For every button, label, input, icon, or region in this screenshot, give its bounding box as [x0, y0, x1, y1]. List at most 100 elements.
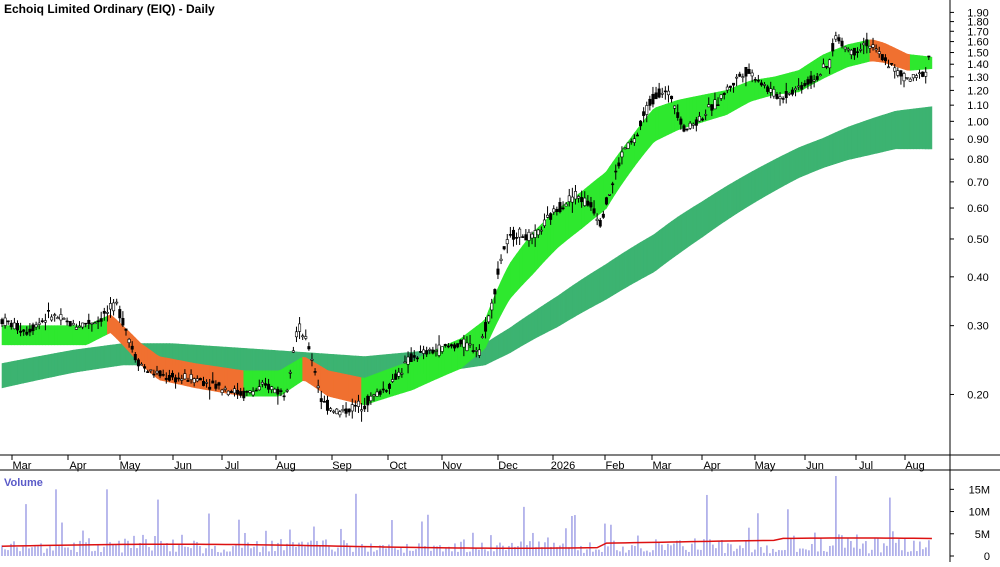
band-segment: [897, 110, 902, 150]
band-segment: [51, 325, 55, 346]
candle-body: [257, 386, 261, 391]
time-tick-label: Aug: [905, 460, 925, 472]
candle-body: [846, 48, 850, 51]
candle-body: [158, 370, 162, 377]
time-tick-label: Jun: [806, 460, 824, 472]
candle-body: [738, 73, 742, 77]
candle-body: [663, 90, 667, 93]
volume-bar: [370, 543, 372, 556]
volume-bar: [46, 548, 48, 556]
candle-body: [639, 120, 643, 127]
volume-bar: [652, 550, 654, 556]
candle-body: [657, 88, 661, 98]
candle-body: [682, 125, 686, 132]
band-segment: [572, 283, 576, 319]
volume-bar: [835, 476, 837, 556]
band-segment: [54, 325, 59, 346]
volume-bar: [346, 543, 348, 556]
volume-bar: [853, 547, 855, 556]
band-segment: [401, 362, 406, 394]
band-segment: [727, 183, 731, 221]
candle-body: [750, 72, 754, 77]
candle-body: [849, 49, 853, 55]
band-segment: [733, 179, 737, 217]
band-segment: [863, 120, 868, 157]
volume-bar: [196, 541, 198, 556]
candle-body: [356, 400, 360, 407]
volume-bar: [748, 527, 750, 556]
volume-bar: [775, 551, 777, 556]
candle-body: [859, 49, 863, 51]
band-segment: [596, 176, 601, 217]
volume-bar: [58, 546, 60, 556]
band-segment: [885, 112, 889, 152]
price-tick-label: 1.20: [967, 85, 988, 97]
candle-body: [505, 239, 509, 245]
candle-body: [598, 220, 602, 227]
band-segment: [262, 349, 266, 373]
band-segment: [76, 348, 80, 373]
candle-body: [608, 194, 612, 196]
candle-body: [161, 374, 165, 376]
band-segment: [32, 356, 37, 382]
candle-body: [46, 310, 50, 312]
volume-bar: [205, 548, 207, 556]
volume-bar: [706, 494, 708, 556]
volume-bar: [109, 542, 111, 556]
candle-body: [366, 395, 370, 406]
volume-bar: [259, 552, 261, 556]
candle-body: [890, 63, 894, 65]
candle-body: [924, 71, 928, 77]
candle-body: [487, 315, 491, 323]
volume-bar: [106, 489, 108, 556]
candle-body: [338, 411, 342, 416]
candle-body: [56, 317, 60, 320]
volume-bar: [322, 540, 324, 556]
candle-body: [778, 96, 782, 99]
volume-bar: [172, 539, 174, 556]
band-segment: [630, 245, 635, 285]
candle-body: [595, 218, 599, 222]
volume-bar: [325, 539, 327, 556]
band-segment: [661, 104, 666, 138]
candle-body: [437, 344, 441, 356]
time-tick-label: Mar: [13, 460, 32, 472]
volume-bar: [355, 493, 357, 556]
band-segment: [658, 227, 663, 269]
candle-body: [716, 104, 720, 106]
volume-bar: [214, 545, 216, 556]
candle-body: [146, 371, 150, 373]
volume-bar: [256, 541, 258, 556]
candle-body: [883, 57, 887, 62]
band-segment: [503, 268, 508, 309]
band-segment: [296, 358, 300, 386]
volume-bar: [67, 547, 69, 556]
candle-body: [25, 331, 29, 335]
candle-body: [651, 93, 655, 105]
band-segment: [730, 181, 734, 219]
band-segment: [243, 348, 248, 371]
band-segment: [209, 345, 214, 369]
candle-body: [471, 350, 475, 352]
band-segment: [23, 358, 28, 384]
band-segment: [537, 306, 542, 338]
band-segment: [85, 347, 90, 371]
band-segment: [565, 287, 570, 323]
band-segment: [553, 296, 558, 330]
candle-body: [425, 350, 429, 355]
volume-bar: [391, 520, 393, 556]
band-segment: [723, 185, 728, 223]
band-segment: [57, 325, 62, 346]
volume-bar: [643, 551, 645, 556]
band-segment: [116, 319, 121, 343]
candle-body: [341, 409, 345, 411]
band-segment: [919, 107, 923, 150]
candle-body: [409, 353, 413, 362]
candle-body: [515, 237, 519, 239]
band-segment: [113, 343, 117, 367]
candle-body: [406, 356, 410, 365]
candle-body: [914, 75, 918, 78]
volume-bar: [427, 514, 429, 556]
volume-bar: [889, 497, 891, 556]
candle-body: [372, 394, 376, 397]
